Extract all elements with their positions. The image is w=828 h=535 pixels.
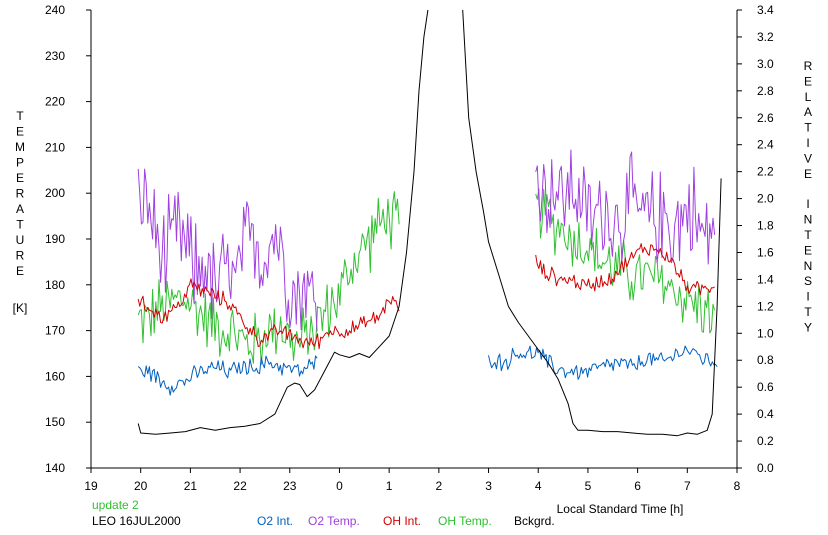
y-left-tick-label: 180 <box>45 278 65 292</box>
y-right-tick-label: 0.2 <box>757 434 774 448</box>
x-tick-label: 0 <box>336 479 343 493</box>
y-left-label-letter: P <box>16 156 24 170</box>
y-left-tick-label: 190 <box>45 232 65 246</box>
y-right-tick-label: 3.4 <box>757 3 774 17</box>
y-right-label-letter: N <box>804 259 813 273</box>
y-left-tick-label: 160 <box>45 369 65 383</box>
y-left-label-letter: U <box>16 233 25 247</box>
y-left-tick-label: 230 <box>45 49 65 63</box>
x-tick-label: 4 <box>535 479 542 493</box>
y-left-tick-label: 170 <box>45 324 65 338</box>
y-left-tick-label: 240 <box>45 3 65 17</box>
y-left-label-letter: M <box>15 140 25 154</box>
y-right-tick-label: 1.6 <box>757 245 774 259</box>
y-left-tick-label: 140 <box>45 461 65 475</box>
legend-entry: OH Temp. <box>438 514 492 528</box>
series-line-o2-temp <box>137 168 318 332</box>
y-right-label-letter: R <box>804 59 813 73</box>
y-left-tick-label: 200 <box>45 186 65 200</box>
series-line-bckgrd <box>462 9 722 437</box>
x-tick-label: 21 <box>184 479 198 493</box>
series-line-o2-temp <box>535 149 716 265</box>
series-lines <box>137 9 722 437</box>
y-right-tick-label: 0.4 <box>757 407 774 421</box>
y-right-tick-label: 1.0 <box>757 326 774 340</box>
y-left-label-letter: E <box>16 171 24 185</box>
y-left-tick-label: 210 <box>45 140 65 154</box>
y-right-label-letter: E <box>804 74 812 88</box>
station-date-label: LEO 16JUL2000 <box>92 514 181 528</box>
y-right-label-letter: V <box>804 151 812 165</box>
legend-entry: Bckgrd. <box>514 514 555 528</box>
series-line-oh-temp <box>535 188 716 334</box>
series-line-o2-int <box>488 345 718 380</box>
y-right-tick-label: 3.2 <box>757 30 774 44</box>
y-right-label-letter: S <box>804 274 812 288</box>
y-left-label-letter: T <box>16 218 24 232</box>
y-right-tick-label: 2.6 <box>757 111 774 125</box>
series-line-o2-int <box>137 355 318 396</box>
y-right-tick-label: 2.0 <box>757 192 774 206</box>
series-line-bckgrd <box>137 9 429 435</box>
y-right-label-letter: A <box>804 105 812 119</box>
y-right-label-letter: I <box>806 197 809 211</box>
y-right-label-letter: T <box>804 305 812 319</box>
y-right-tick-label: 1.2 <box>757 299 774 313</box>
y-right-label-letter: L <box>805 90 812 104</box>
y-right-tick-label: 3.0 <box>757 57 774 71</box>
y-left-tick-label: 220 <box>45 95 65 109</box>
x-tick-label: 8 <box>734 479 741 493</box>
x-tick-label: 1 <box>386 479 393 493</box>
legend-entry: O2 Int. <box>257 514 293 528</box>
y-right-tick-label: 1.4 <box>757 272 774 286</box>
axis-labels: 19 20 21 22 23 0 1 2 3 4 5 6 7 8140150160170180190200… <box>13 3 813 516</box>
y-left-label-letter: A <box>16 202 24 216</box>
legend-entry: OH Int. <box>383 514 421 528</box>
y-right-label-letter: T <box>804 228 812 242</box>
y-right-tick-label: 0.0 <box>757 461 774 475</box>
y-right-tick-label: 2.4 <box>757 138 774 152</box>
y-left-label-letter: T <box>16 109 24 123</box>
x-axis-title: Local Standard Time [h] <box>557 502 684 516</box>
y-left-label-letter: E <box>16 264 24 278</box>
y-right-label-letter: I <box>806 136 809 150</box>
y-left-unit-label: [K] <box>13 301 28 315</box>
y-right-label-letter: N <box>804 213 813 227</box>
y-left-label-letter: E <box>16 125 24 139</box>
y-right-label-letter: E <box>804 167 812 181</box>
y-right-tick-label: 0.6 <box>757 380 774 394</box>
y-right-label-letter: T <box>804 121 812 135</box>
legend-entry: O2 Temp. <box>308 514 360 528</box>
axes <box>86 9 742 473</box>
y-right-tick-label: 2.8 <box>757 84 774 98</box>
x-tick-label: 6 <box>634 479 641 493</box>
y-right-tick-label: 1.8 <box>757 219 774 233</box>
series-line-oh-int <box>137 278 400 350</box>
series-line-oh-int <box>535 243 715 296</box>
x-tick-label: 2 <box>436 479 443 493</box>
x-tick-label: 22 <box>233 479 247 493</box>
y-left-tick-label: 150 <box>45 415 65 429</box>
y-right-label-letter: E <box>804 243 812 257</box>
y-left-label-letter: R <box>16 187 25 201</box>
x-tick-label: 3 <box>485 479 492 493</box>
x-tick-label: 20 <box>134 479 148 493</box>
update-label: update 2 <box>92 498 139 512</box>
y-left-label-letter: R <box>16 249 25 263</box>
y-right-label-letter: Y <box>804 320 812 334</box>
x-tick-label: 5 <box>585 479 592 493</box>
y-right-tick-label: 2.2 <box>757 165 774 179</box>
x-tick-label: 19 <box>84 479 98 493</box>
legend: update 2 LEO 16JUL2000 O2 Int. O2 Temp. OH I… <box>92 498 555 528</box>
x-tick-label: 23 <box>283 479 297 493</box>
x-tick-label: 7 <box>684 479 691 493</box>
y-right-label-letter: I <box>806 290 809 304</box>
y-right-tick-label: 0.8 <box>757 353 774 367</box>
